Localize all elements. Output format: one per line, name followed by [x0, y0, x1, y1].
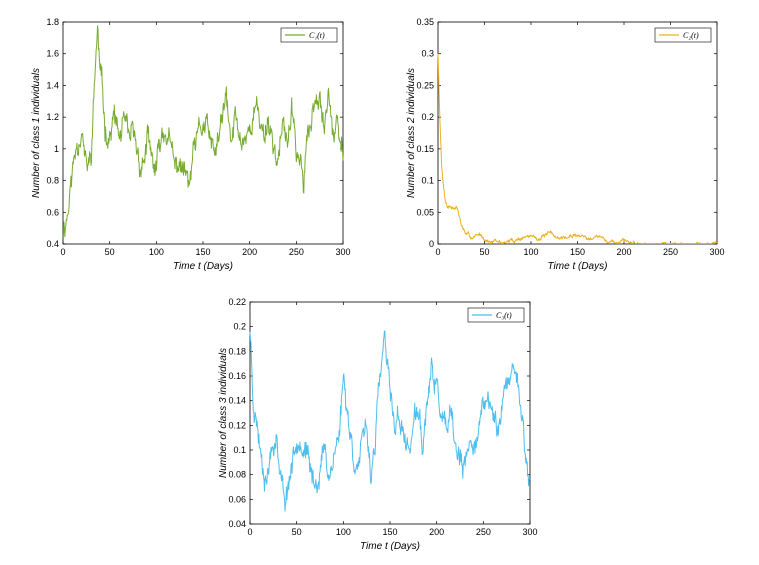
y-tick-label: 0.3: [421, 49, 434, 59]
y-tick-label: 0.1: [233, 445, 246, 455]
y-tick-label: 0.18: [228, 346, 246, 356]
plot-area-c3: [249, 301, 531, 525]
y-tick-label: 0.1: [421, 176, 434, 186]
y-tick-label: 1.4: [46, 80, 59, 90]
x-tick-label: 50: [105, 247, 115, 257]
x-tick-label: 100: [523, 247, 538, 257]
y-tick-label: 0.4: [46, 239, 59, 249]
series-line-c3: [249, 330, 531, 512]
chart-c1: 0 50 100 150 200 250 300 0.4 0.6 0.8 1 1.2 1.4 1.6 1.8…: [31, 17, 351, 272]
y-tick-label: 0.06: [228, 494, 246, 504]
series-line-c1: [62, 25, 344, 238]
y-tick-label: 0.8: [46, 176, 59, 186]
y-tick-label: 0.08: [228, 470, 246, 480]
y-tick-label: 1: [54, 144, 59, 154]
y-tick-label: 1.2: [46, 112, 59, 122]
y-axis-label: Number of class 3 individuals: [218, 348, 229, 478]
x-tick-label: 100: [149, 247, 164, 257]
y-tick-label: 1.8: [46, 17, 59, 27]
x-axis-label: Time t (Days): [548, 261, 608, 272]
x-tick-label: 150: [195, 247, 210, 257]
x-tick-label: 0: [435, 247, 440, 257]
x-tick-label: 50: [292, 527, 302, 537]
x-tick-label: 200: [429, 527, 444, 537]
y-tick-label: 0.16: [228, 371, 246, 381]
y-tick-label: 0.2: [421, 112, 434, 122]
y-tick-label: 0.2: [233, 322, 246, 332]
legend-c2: C₂(t): [654, 27, 712, 43]
y-tick-label: 0.6: [46, 207, 59, 217]
x-tick-label: 300: [522, 527, 537, 537]
series-line-c2: [437, 53, 718, 245]
plot-area-c2: [437, 21, 718, 245]
y-tick-label: 0.35: [416, 17, 434, 27]
y-tick-label: 0.22: [228, 297, 246, 307]
x-tick-label: 50: [479, 247, 489, 257]
x-tick-label: 0: [247, 527, 252, 537]
y-tick-label: 1.6: [46, 49, 59, 59]
y-tick-label: 0.14: [228, 396, 246, 406]
x-tick-label: 200: [616, 247, 631, 257]
x-axis-label: Time t (Days): [173, 261, 233, 272]
x-tick-label: 300: [709, 247, 724, 257]
x-tick-label: 300: [335, 247, 350, 257]
x-tick-label: 250: [663, 247, 678, 257]
chart-c3: 0 50 100 150 200 250 300 0.04 0.06 0.08 0.1 0.12 0.1…: [218, 297, 538, 552]
x-axis-label: Time t (Days): [360, 541, 420, 552]
legend-label: C₁(t): [309, 31, 325, 40]
legend-c1: C₁(t): [280, 27, 338, 43]
y-tick-label: 0.15: [416, 144, 434, 154]
x-tick-label: 0: [60, 247, 65, 257]
legend-box: [654, 27, 712, 43]
legend-c3: C₃(t): [467, 307, 525, 323]
legend-label: C₂(t): [683, 31, 699, 40]
y-tick-label: 0.12: [228, 420, 246, 430]
legend-label: C₃(t): [496, 311, 512, 320]
chart-c2: 0 50 100 150 200 250 300 0 0.05 0.1 0.15 0.2 0.25 0.3…: [406, 17, 725, 272]
legend-box: [280, 27, 338, 43]
y-axis-label: Number of class 1 individuals: [31, 68, 42, 198]
x-tick-label: 200: [242, 247, 257, 257]
y-tick-label: 0: [429, 239, 434, 249]
x-tick-label: 250: [476, 527, 491, 537]
y-tick-label: 0.05: [416, 207, 434, 217]
x-tick-label: 250: [289, 247, 304, 257]
x-tick-label: 150: [382, 527, 397, 537]
y-tick-label: 0.25: [416, 80, 434, 90]
legend-box: [467, 307, 525, 323]
y-tick-label: 0.04: [228, 519, 246, 529]
x-tick-label: 100: [336, 527, 351, 537]
x-tick-label: 150: [570, 247, 585, 257]
y-axis-label: Number of class 2 individuals: [406, 68, 417, 198]
